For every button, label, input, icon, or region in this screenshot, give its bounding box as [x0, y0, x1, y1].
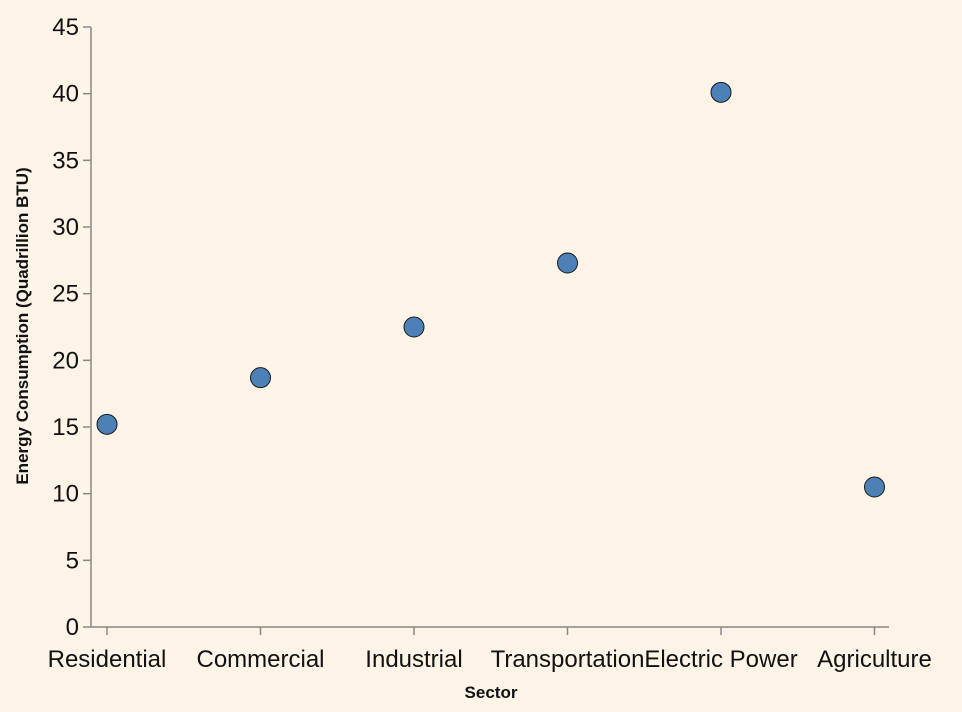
y-tick-label: 5: [66, 547, 79, 574]
y-axis: 0 5 10 15 20 25 30 35 40 45: [52, 14, 92, 641]
x-tick-label: Electric Power: [644, 646, 797, 673]
y-tick-label: 45: [52, 14, 79, 41]
data-point: [403, 316, 425, 338]
y-tick-label: 20: [52, 347, 79, 374]
data-point: [864, 476, 885, 498]
y-tick-label: 25: [52, 281, 79, 308]
data-points: [96, 81, 885, 498]
x-tick-label: Agriculture: [817, 646, 932, 673]
x-tick-label: Transportation: [491, 646, 645, 673]
x-tick-label: Industrial: [365, 646, 462, 673]
y-tick-label: 35: [52, 147, 79, 174]
data-point: [96, 413, 118, 435]
x-axis-title: Sector: [465, 683, 518, 702]
y-tick-label: 15: [52, 414, 79, 441]
x-tick-label: Commercial: [196, 646, 324, 673]
data-point: [710, 81, 732, 103]
y-tick-label: 30: [52, 214, 79, 241]
y-axis-title: Energy Consumption (Quadrillion BTU): [13, 167, 32, 484]
x-tick-label: Residential: [48, 646, 167, 673]
y-tick-label: 40: [52, 81, 79, 108]
y-tick-label: 10: [52, 481, 79, 508]
x-axis: Residential Commercial Industrial Transport…: [48, 626, 932, 673]
data-point: [250, 367, 271, 389]
y-tick-label: 0: [66, 614, 79, 641]
data-point: [557, 252, 578, 274]
